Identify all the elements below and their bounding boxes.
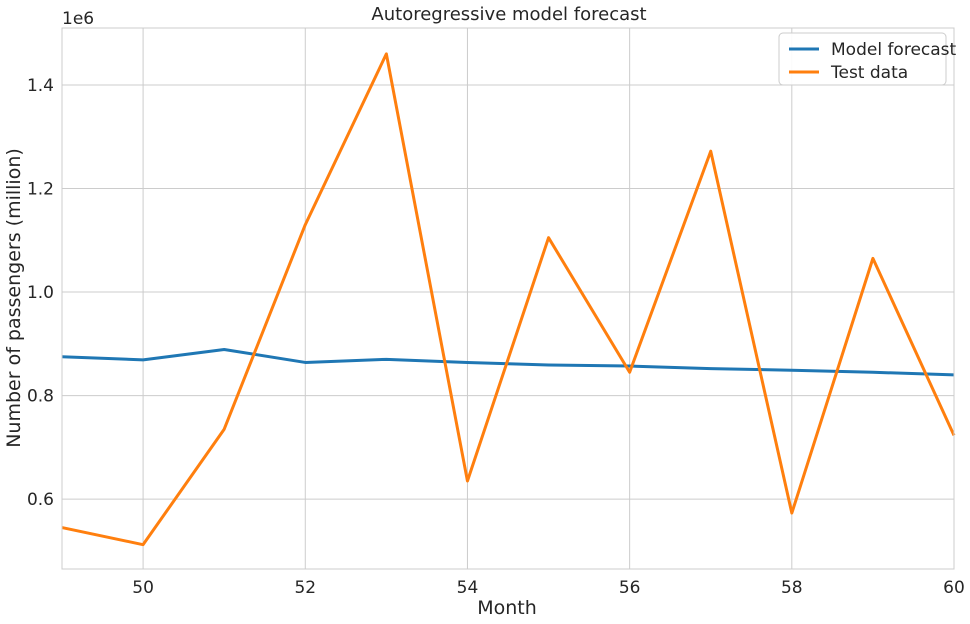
y-tick-label: 1.0: [27, 283, 54, 303]
legend: Model forecast Test data: [778, 32, 957, 86]
plot-border: [61, 27, 955, 570]
x-tick-label: 54: [457, 578, 479, 598]
legend-label-test-data: Test data: [830, 63, 908, 83]
chart-title: Autoregressive model forecast: [371, 4, 646, 25]
y-tick-label: 1.2: [27, 179, 54, 199]
legend-box: [778, 32, 947, 86]
y-tick-label: 1.4: [27, 76, 54, 96]
x-tick-label: 60: [943, 578, 965, 598]
labels-layer: Autoregressive model forecast Month Numb…: [3, 4, 647, 619]
plot-area: [62, 28, 954, 569]
legend-label-model-forecast: Model forecast: [831, 40, 957, 60]
x-tick-label: 56: [619, 578, 641, 598]
x-tick-label: 52: [294, 578, 316, 598]
y-axis-label: Number of passengers (million): [3, 148, 25, 448]
test-data-line: [61, 52, 956, 547]
series-layer: [61, 52, 956, 547]
axes-layer: 50 52 54 56 58 60 0.6 0.8 1.0 1.2 1.4: [27, 27, 965, 598]
x-axis-label: Month: [477, 597, 537, 619]
y-tick-label: 0.8: [27, 387, 54, 407]
x-tick-label: 50: [132, 578, 154, 598]
x-tick-label: 58: [781, 578, 803, 598]
y-tick-label: 0.6: [27, 490, 54, 510]
y-axis-offset-label: 1e6: [62, 9, 94, 29]
grid-layer: [62, 28, 955, 569]
